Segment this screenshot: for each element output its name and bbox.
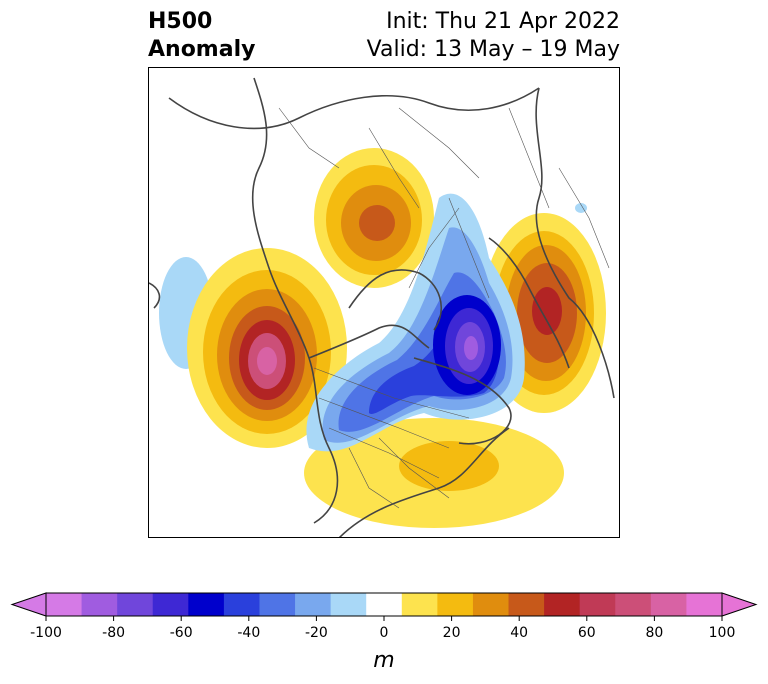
colorbar-cell <box>366 593 403 616</box>
colorbar-extend-high <box>721 592 758 617</box>
colorbar-tick-label: 20 <box>442 625 461 641</box>
map-panel <box>148 67 620 538</box>
colorbar-tick-label: -100 <box>30 625 62 641</box>
coastlines <box>149 77 615 537</box>
colorbar-cell <box>46 593 83 616</box>
colorbar-cell <box>223 593 260 616</box>
us-atlantic-positive-anomaly <box>304 418 564 528</box>
colorbar-cell <box>508 593 545 616</box>
siberia-positive-anomaly <box>314 148 434 288</box>
colorbar-cell <box>330 593 367 616</box>
colorbar-tick-label: 40 <box>510 625 529 641</box>
colorbar-tick-label: -60 <box>169 625 193 641</box>
date-block: Init: Thu 21 Apr 2022 Valid: 13 May – 19… <box>367 8 620 64</box>
title-block: H500 Anomaly <box>148 8 255 64</box>
colorbar-cell <box>259 593 296 616</box>
borders <box>278 107 610 509</box>
colorbar-cell <box>437 593 474 616</box>
colorbar-tick-label: 100 <box>708 625 736 641</box>
colorbar-cell <box>81 593 118 616</box>
valid-range: Valid: 13 May – 19 May <box>366 37 620 62</box>
init-date: Init: Thu 21 Apr 2022 <box>386 9 620 34</box>
colorbar-cell <box>401 593 438 616</box>
colorbar-cell <box>188 593 225 616</box>
colorbar-tick-label: 80 <box>645 625 664 641</box>
colorbar-extend-low <box>10 592 47 617</box>
small-negative-anomaly <box>575 203 587 213</box>
anomaly-map <box>149 77 615 537</box>
colorbar-unit-label: m <box>373 648 395 673</box>
colorbar-tick-label: 0 <box>379 625 389 641</box>
colorbar-tick-label: -80 <box>102 625 126 641</box>
colorbar-tick-label: -40 <box>237 625 261 641</box>
colorbar-cell <box>544 593 581 616</box>
colorbar-tick-label: -20 <box>304 625 328 641</box>
colorbar-cell <box>579 593 616 616</box>
anomaly-fills <box>159 148 606 528</box>
title-line-anomaly: Anomaly <box>148 37 256 62</box>
colorbar-cell <box>152 593 189 616</box>
colorbar-cell <box>472 593 510 616</box>
colorbar-tick-label: 60 <box>577 625 596 641</box>
colorbar-cell <box>117 593 154 616</box>
colorbar-cell <box>295 593 332 616</box>
colorbar-cell <box>650 593 687 616</box>
title-line-h500: H500 <box>148 9 213 34</box>
pacific-positive-anomaly <box>187 248 347 448</box>
colorbar-cell <box>686 593 723 616</box>
colorbar-cell <box>615 593 652 616</box>
colorbar <box>10 592 758 621</box>
